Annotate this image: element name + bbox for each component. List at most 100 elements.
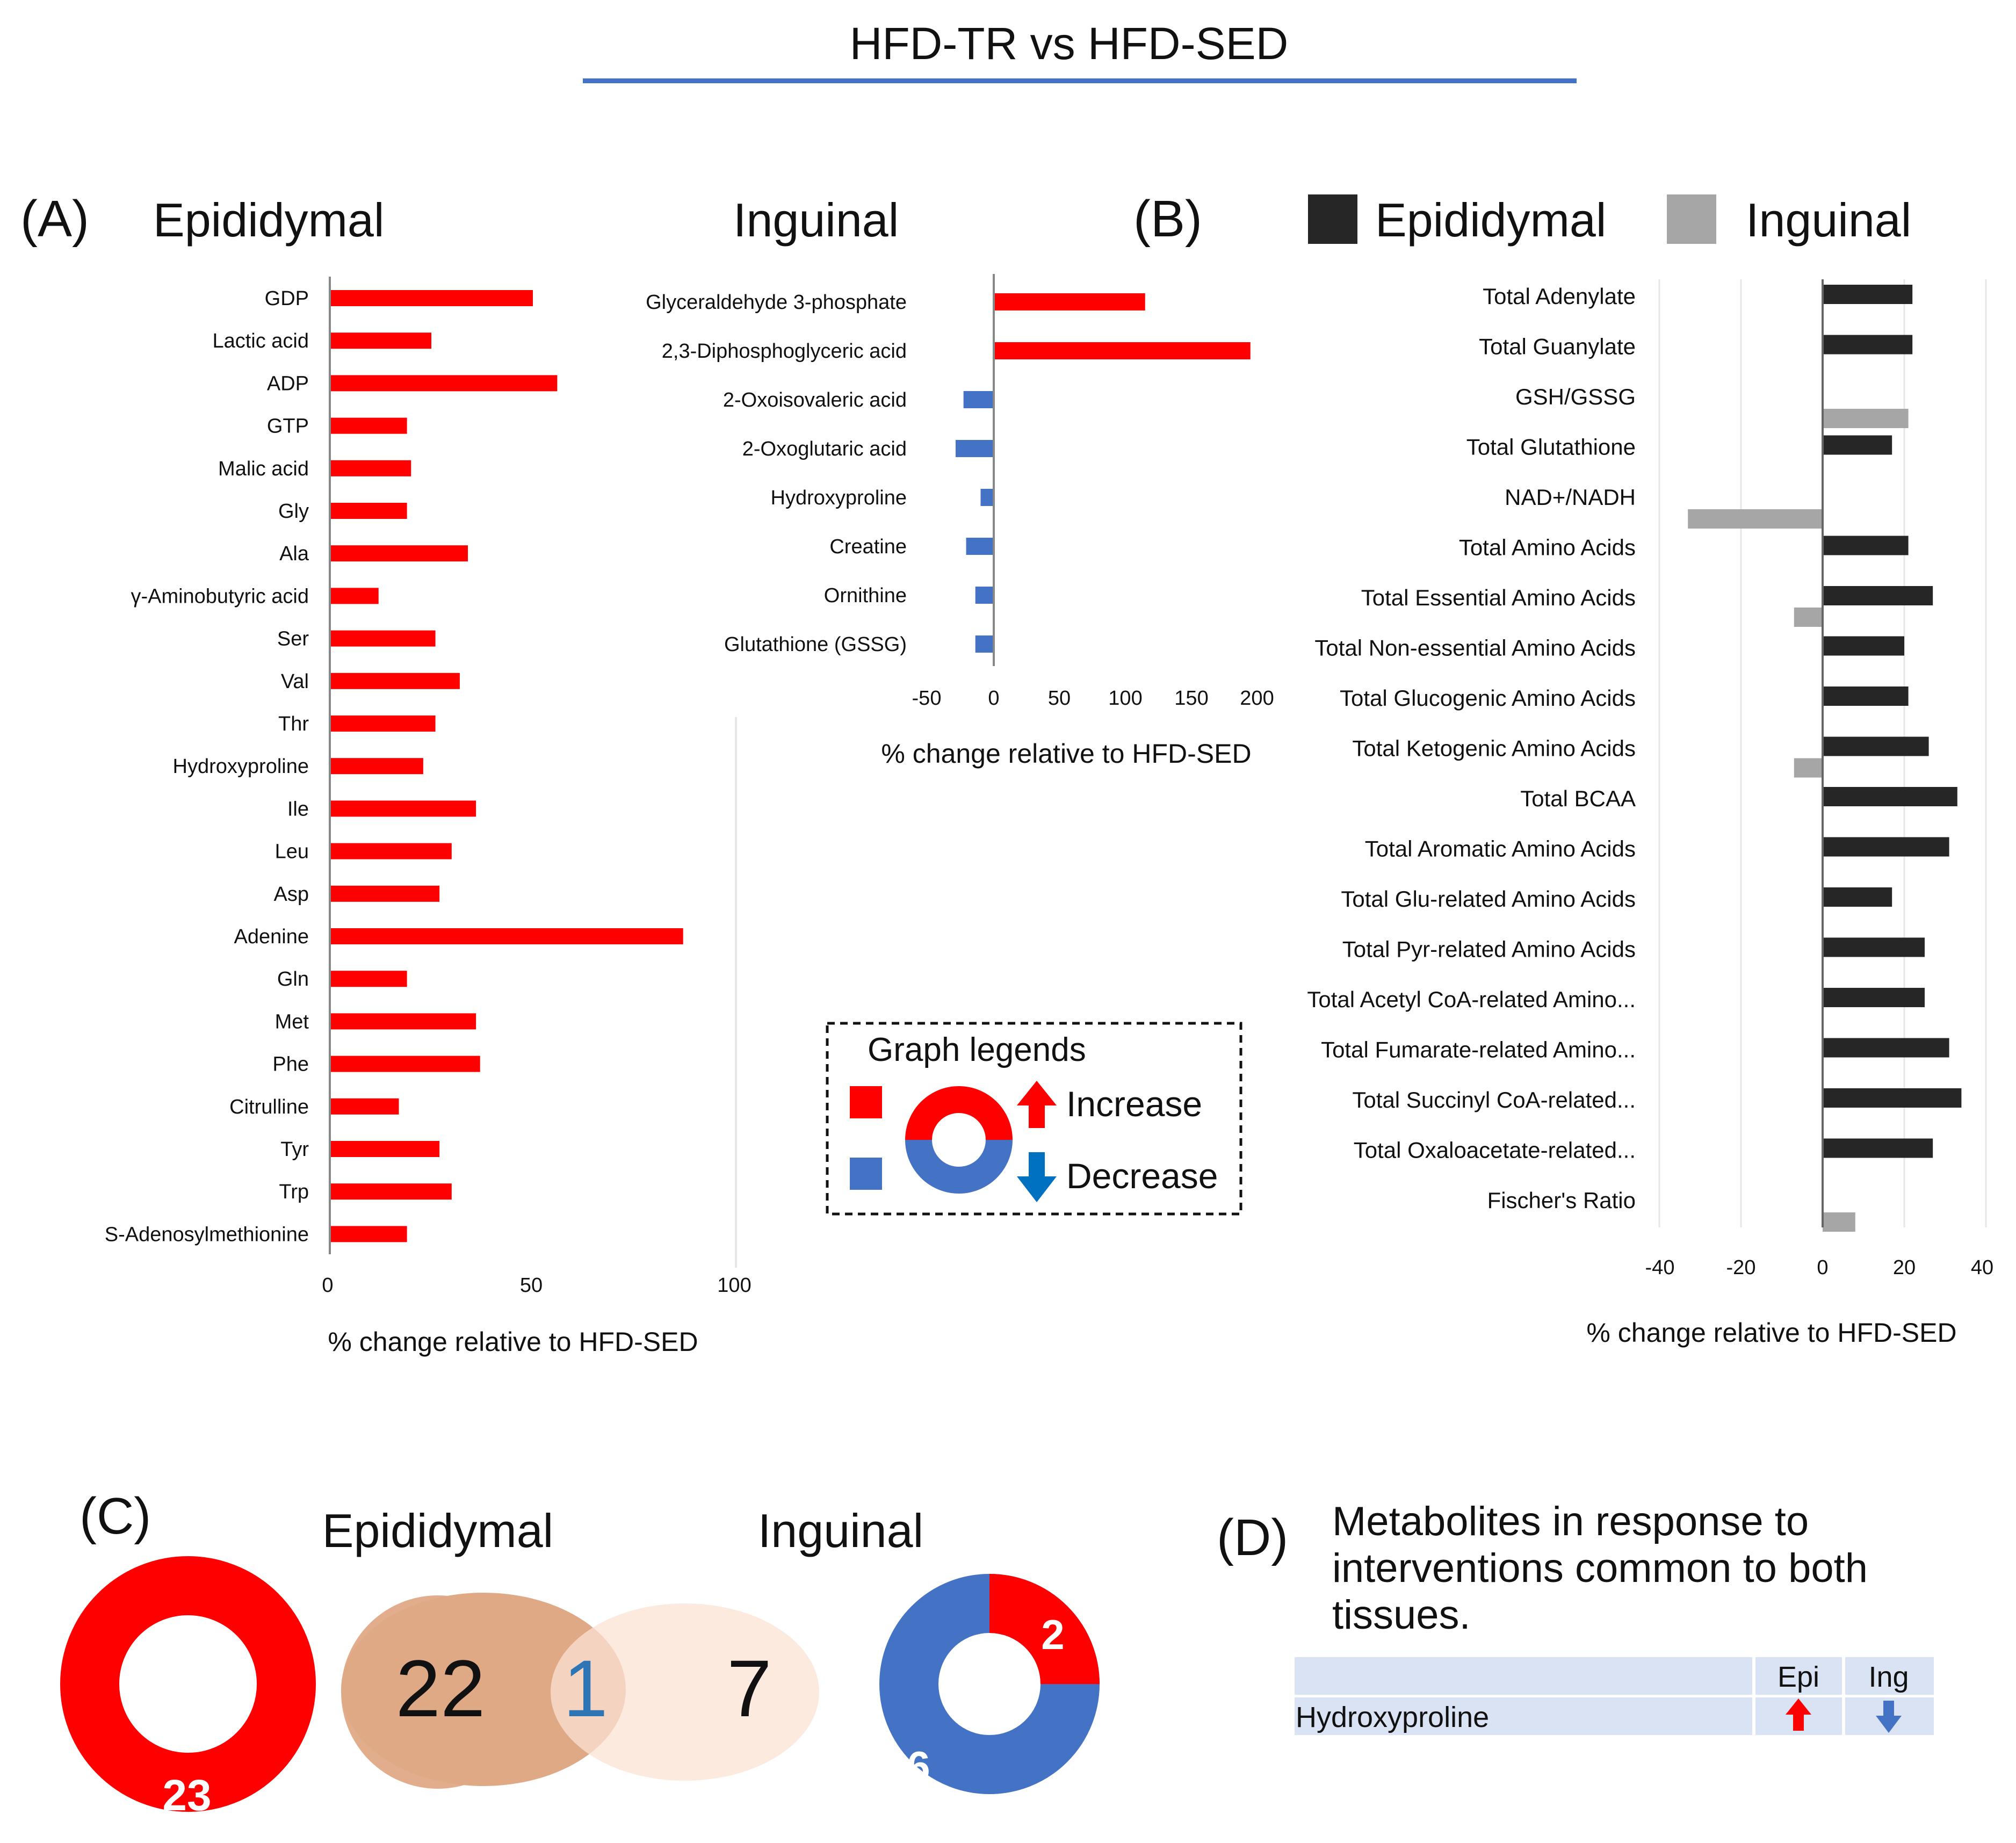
epi-bar	[330, 800, 476, 817]
b-category-label: Total Succinyl CoA-related...	[1352, 1087, 1636, 1112]
epi-category-label: Adenine	[234, 926, 309, 948]
epi-xtick: 100	[717, 1274, 751, 1297]
b-epididymal-bar	[1823, 1038, 1949, 1058]
title-underline	[583, 78, 1577, 83]
epi-bar	[330, 630, 436, 647]
b-category-label: Total Adenylate	[1483, 284, 1636, 309]
b-category-label: Total Amino Acids	[1459, 535, 1636, 560]
legend-frame	[826, 1022, 1242, 1216]
epi-category-label: Thr	[278, 713, 309, 735]
ing-bar	[963, 391, 994, 408]
ing-xtick: 150	[1174, 687, 1208, 710]
legend-decrease-square	[850, 1158, 882, 1190]
legend-increase-label: Increase	[1066, 1084, 1202, 1124]
b-category-label: Total Guanylate	[1479, 334, 1636, 359]
b-category-label: NAD+/NADH	[1505, 485, 1636, 510]
ing-donut-increase-slice	[879, 1574, 1100, 1794]
ing-category-label: 2,3-Diphosphoglyceric acid	[662, 340, 907, 363]
legend-epididymal-swatch	[1308, 194, 1357, 244]
epi-category-label: Citrulline	[229, 1096, 309, 1118]
b-inguinal-bar	[1794, 608, 1823, 627]
legend-donut-icon-decrease	[905, 1140, 1013, 1194]
epi-bar	[330, 1098, 399, 1115]
ing-down-arrow-icon	[1876, 1701, 1902, 1733]
ing-bar	[994, 293, 1145, 310]
epi-bar	[330, 1013, 476, 1030]
b-epididymal-bar	[1823, 636, 1904, 656]
increase-arrow-icon	[1017, 1081, 1057, 1128]
legend-epididymal-label: Epididymal	[1375, 193, 1606, 247]
ing-category-label: 2-Oxoglutaric acid	[742, 438, 907, 460]
b-epididymal-bar	[1823, 586, 1933, 605]
epi-bar	[330, 928, 683, 944]
epi-category-label: Trp	[279, 1181, 309, 1203]
legend-inguinal-swatch	[1667, 194, 1716, 244]
ing-donut-decrease-count: 6	[907, 1743, 930, 1790]
b-category-label: Total Pyr-related Amino Acids	[1342, 937, 1636, 962]
epi-category-label: Phe	[272, 1053, 309, 1076]
b-category-label: Total Essential Amino Acids	[1361, 585, 1636, 610]
ing-xaxis-title: % change relative to HFD-SED	[881, 739, 1251, 769]
b-category-label: Total BCAA	[1520, 786, 1636, 811]
legend-donut-icon-increase	[905, 1086, 1013, 1140]
epi-bar	[330, 885, 440, 902]
ing-xtick: 0	[988, 687, 999, 710]
epi-category-label: Asp	[274, 883, 309, 906]
epi-up-arrow-icon	[1786, 1699, 1811, 1731]
b-epididymal-bar	[1823, 686, 1909, 706]
panel-d-label: (D)	[1217, 1509, 1288, 1566]
venn-epi-only-count: 22	[396, 1643, 486, 1733]
b-epididymal-bar	[1823, 435, 1892, 455]
epi-category-label: Lactic acid	[212, 330, 309, 352]
venn-inguinal-label: Inguinal	[758, 1504, 923, 1557]
epi-bar	[330, 843, 452, 859]
legend-decrease-label: Decrease	[1066, 1156, 1218, 1196]
b-epididymal-bar	[1823, 887, 1892, 907]
panel-a-label: (A)	[20, 190, 89, 248]
ing-bar	[975, 587, 994, 604]
venn-inguinal-circle	[551, 1603, 819, 1781]
epi-bar	[330, 673, 460, 689]
table-col-epi: Epi	[1777, 1661, 1819, 1693]
ing-category-label: 2-Oxoisovaleric acid	[723, 389, 907, 411]
ing-category-label: Hydroxyproline	[771, 487, 907, 509]
epi-bar	[330, 588, 379, 604]
legend-title: Graph legends	[868, 1031, 1086, 1068]
venn-epididymal-body	[341, 1593, 626, 1786]
epi-category-label: Gly	[278, 500, 309, 523]
b-category-label: Total Oxaloacetate-related...	[1354, 1138, 1636, 1163]
epi-bar	[330, 290, 533, 306]
epi-category-label: γ-Aminobutyric acid	[131, 585, 309, 608]
table-row	[1295, 1697, 1934, 1735]
inguinal-chart-title: Inguinal	[733, 193, 899, 247]
panel-b-bar-chart: Total Adenylate Total Guanylate GSH/GSSG To…	[1307, 279, 1993, 1348]
epi-category-label: Ser	[277, 628, 309, 651]
b-epididymal-bar	[1823, 536, 1909, 555]
venn-ing-only-count: 7	[727, 1643, 771, 1733]
decrease-arrow-icon	[1017, 1152, 1057, 1202]
b-category-label: Total Ketogenic Amino Acids	[1352, 736, 1636, 761]
epi-category-label: Hydroxyproline	[173, 755, 309, 778]
graph-legend: Graph legends Increase Decrease	[826, 1022, 1242, 1216]
b-xaxis-title: % change relative to HFD-SED	[1586, 1318, 1956, 1348]
epi-category-label: Leu	[275, 841, 309, 863]
ing-bar	[994, 342, 1251, 359]
epi-category-label: Ile	[287, 798, 309, 820]
b-inguinal-bar	[1688, 509, 1823, 529]
venn-epididymal-label: Epididymal	[322, 1504, 553, 1557]
inguinal-bar-chart: Glyceraldehyde 3-phosphate 2,3-Diphosphog…	[646, 274, 1274, 769]
b-category-label: Total Non-essential Amino Acids	[1314, 635, 1636, 661]
epi-xtick: 0	[322, 1274, 333, 1297]
panel-d-title-line: Metabolites in response to	[1332, 1499, 1809, 1544]
epi-category-label: Ala	[279, 543, 309, 565]
ing-category-label: Glutathione (GSSG)	[724, 633, 907, 656]
b-category-label: Total Glucogenic Amino Acids	[1340, 685, 1636, 711]
figure-title: HFD-TR vs HFD-SED	[850, 18, 1289, 69]
b-epididymal-bar	[1823, 837, 1949, 857]
epi-bar	[330, 1056, 480, 1072]
epi-xaxis-title: % change relative to HFD-SED	[328, 1327, 698, 1357]
ing-xtick: 200	[1240, 687, 1274, 710]
ing-bar	[975, 635, 994, 653]
b-category-label: Total Glutathione	[1466, 435, 1636, 460]
b-category-label: Total Acetyl CoA-related Amino...	[1307, 987, 1636, 1012]
